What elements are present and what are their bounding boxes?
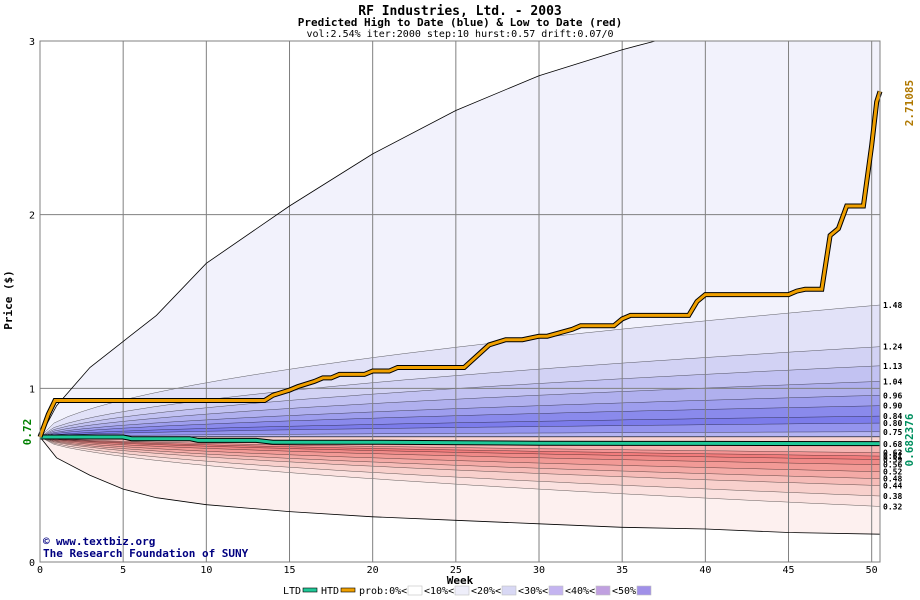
legend-label: HTD: [321, 586, 339, 597]
quantile-label: 0.80: [883, 419, 902, 428]
legend-label: <20%<: [471, 586, 501, 597]
legend-label: <30%<: [518, 586, 548, 597]
x-tick-label: 15: [283, 565, 295, 576]
legend-label: <40%<: [565, 586, 595, 597]
x-tick-label: 5: [120, 565, 126, 576]
quantile-label: 0.96: [883, 391, 902, 400]
legend-swatch: [636, 585, 652, 596]
y-tick-label: 2: [29, 211, 35, 222]
credit-block: © www.textbiz.org The Research Foundatio…: [43, 535, 249, 560]
quantile-label: 0.59: [883, 456, 902, 465]
y-tick-labels: 0 1 2 3: [29, 37, 35, 569]
quantile-label: 0.68: [883, 440, 902, 449]
quantile-label: 0.44: [883, 482, 902, 491]
legend-label: <50%: [612, 586, 636, 597]
legend-swatch: [454, 585, 470, 596]
x-tick-label: 35: [616, 565, 628, 576]
x-tick-labels: 0 5 10 15 20 25 30 35 40 45 50: [37, 565, 878, 576]
credit-url: www.textbiz.org: [56, 535, 155, 548]
x-tick-label: 0: [37, 565, 43, 576]
y-tick-label: 3: [29, 37, 35, 48]
legend-line-swatch: [302, 587, 318, 593]
probability-bands: [39, 41, 881, 535]
x-tick-label: 20: [367, 565, 379, 576]
legend-label: <10%<: [424, 586, 454, 597]
quantile-label: 1.48: [883, 301, 902, 310]
x-tick-label: 50: [866, 565, 878, 576]
chart-params: vol:2.54% iter:2000 step:10 hurst:0.57 d…: [306, 29, 613, 40]
x-tick-label: 45: [782, 565, 794, 576]
quantile-label: 0.63: [883, 449, 902, 458]
x-tick-label: 40: [699, 565, 711, 576]
quantile-label: 0.48: [883, 475, 902, 484]
quantile-label: 0.90: [883, 402, 902, 411]
x-tick-label: 25: [450, 565, 462, 576]
high-envelope-line: [39, 40, 656, 438]
htd-series-line: [38, 90, 882, 438]
copyright-icon: ©: [43, 535, 50, 548]
legend-label: LTD: [283, 586, 301, 597]
htd-end-value-label: 2.71085: [903, 80, 916, 126]
high-quantile-band: [39, 431, 881, 438]
x-axis-label: Week: [447, 574, 474, 587]
ltd-end-value-label: 0.682376: [903, 413, 916, 466]
envelopes: [39, 40, 881, 535]
y-tick-label: 1: [29, 384, 35, 395]
y-tick-label: 0: [29, 558, 35, 569]
legend-swatch: [595, 585, 611, 596]
x-tick-label: 10: [200, 565, 212, 576]
series-lines: [37, 90, 883, 447]
chart-subtitle: Predicted High to Date (blue) & Low to D…: [298, 16, 623, 29]
legend: LTD HTD prob:0%< <10%< <20%< <30%< <40%< <50%: [283, 585, 652, 597]
quantile-label: 0.56: [883, 461, 902, 470]
plot-frame: [39, 40, 881, 563]
legend-label: prob:0%<: [359, 586, 407, 597]
start-price-label: 0.72: [21, 419, 34, 446]
legend-line-swatch: [340, 587, 356, 593]
credit-org: The Research Foundation of SUNY: [43, 547, 249, 560]
quantile-label: 0.38: [883, 492, 902, 501]
quantile-label: 1.04: [883, 377, 902, 386]
quantile-label: 1.13: [883, 362, 902, 371]
low-envelope-line: [39, 436, 881, 535]
ltd-series-line: [40, 435, 881, 446]
chart-title: RF Industries, Ltd. - 2003: [358, 4, 562, 19]
legend-swatch: [548, 585, 564, 596]
legend-swatch: [407, 585, 423, 596]
quantile-label: 0.61: [883, 452, 902, 461]
quantile-label: 0.52: [883, 468, 902, 477]
legend-swatch: [501, 585, 517, 596]
quantile-label: 1.24: [883, 343, 902, 352]
quantile-labels: 0.750.800.840.90 0.96 1.04 1.13 1.24 1.48 0.68…: [883, 301, 902, 511]
quantile-label: 0.32: [883, 502, 902, 511]
x-tick-label: 30: [533, 565, 545, 576]
quantile-label: 0.75: [883, 428, 902, 437]
y-axis-label: Price ($): [2, 270, 15, 330]
quantile-label: 0.84: [883, 412, 902, 421]
